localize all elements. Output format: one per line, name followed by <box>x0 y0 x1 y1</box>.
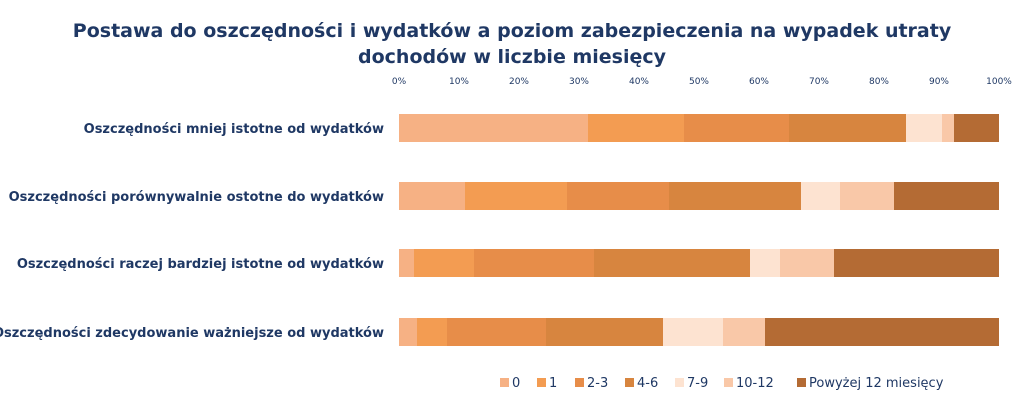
bar-segment <box>663 318 723 346</box>
bar-segment <box>414 249 474 277</box>
bar-segment <box>750 249 780 277</box>
category-label: Oszczędności raczej bardziej istotne od … <box>17 257 384 272</box>
bar-segment <box>399 114 588 142</box>
legend-swatch <box>537 378 546 387</box>
x-tick-label: 80% <box>869 77 889 87</box>
x-tick-label: 90% <box>929 77 949 87</box>
chart-title-line-2: dochodów w liczbie miesięcy <box>358 46 666 68</box>
category-label: Oszczędności zdecydowanie ważniejsze od … <box>0 326 384 341</box>
category-label: Oszczędności porównywalnie ostotne do wy… <box>9 190 384 205</box>
bar-segment <box>840 182 894 210</box>
category-label: Oszczędności mniej istotne od wydatków <box>84 122 384 137</box>
bar-segment <box>567 182 669 210</box>
bar-segment <box>399 249 414 277</box>
x-tick-label: 20% <box>509 77 529 87</box>
x-tick-label: 60% <box>749 77 769 87</box>
chart-title-line-1: Postawa do oszczędności i wydatków a poz… <box>72 20 952 42</box>
bar-segment <box>684 114 789 142</box>
category-labels: Oszczędności mniej istotne od wydatków Os… <box>0 122 384 341</box>
legend-label: 0 <box>512 376 520 391</box>
bar-segment <box>417 318 447 346</box>
legend-label: 1 <box>549 376 557 391</box>
bar-segment <box>894 182 999 210</box>
legend-label: 7-9 <box>687 376 708 391</box>
bar-segment <box>906 114 942 142</box>
x-tick-label: 50% <box>689 77 709 87</box>
x-tick-label: 0% <box>392 77 407 87</box>
bar-segment <box>399 182 465 210</box>
legend-swatch <box>625 378 634 387</box>
legend-swatch <box>797 378 806 387</box>
legend-swatch <box>675 378 684 387</box>
legend-label: 4-6 <box>637 376 658 391</box>
legend: 0 1 2-3 4-6 7-9 10-12 Powyżej 12 miesięcy <box>500 376 944 391</box>
x-tick-label: 100% <box>986 77 1012 87</box>
bar-segment <box>942 114 954 142</box>
bar-segment <box>588 114 684 142</box>
bar-segment <box>474 249 594 277</box>
bar-segment <box>669 182 801 210</box>
bar-segment <box>834 249 999 277</box>
bar-segment <box>447 318 546 346</box>
x-tick-label: 10% <box>449 77 469 87</box>
legend-swatch <box>500 378 509 387</box>
bar-segment <box>801 182 840 210</box>
bar-segment <box>399 318 417 346</box>
x-tick-label: 40% <box>629 77 649 87</box>
bar-segment <box>546 318 663 346</box>
x-tick-label: 70% <box>809 77 829 87</box>
legend-swatch <box>575 378 584 387</box>
bar-segment <box>465 182 567 210</box>
bar-segment <box>789 114 906 142</box>
bar-segment <box>954 114 999 142</box>
bar-segment <box>780 249 834 277</box>
x-tick-label: 30% <box>569 77 589 87</box>
bars <box>399 114 999 346</box>
bar-segment <box>594 249 750 277</box>
legend-label: Powyżej 12 miesięcy <box>809 376 944 391</box>
legend-swatch <box>724 378 733 387</box>
bar-segment <box>723 318 765 346</box>
legend-label: 10-12 <box>736 376 774 391</box>
legend-label: 2-3 <box>587 376 608 391</box>
bar-segment <box>765 318 999 346</box>
x-axis-ticks: 0% 10% 20% 30% 40% 50% 60% 70% 80% 90% 100% <box>392 77 1012 87</box>
